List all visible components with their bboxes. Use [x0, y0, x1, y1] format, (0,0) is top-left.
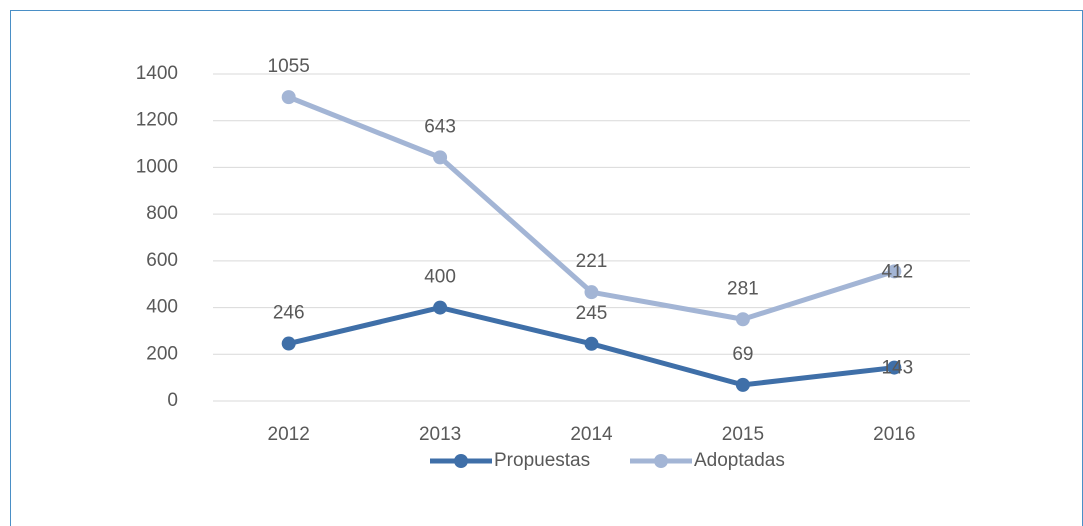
point: [887, 264, 902, 279]
data-label: 245: [576, 303, 608, 324]
y-tick-label: 1200: [136, 110, 178, 131]
legend-marker: [654, 454, 668, 468]
x-tick-label: 2012: [268, 424, 310, 445]
point: [433, 300, 448, 315]
data-label: 400: [424, 267, 456, 288]
y-tick-label: 400: [146, 297, 178, 318]
point: [887, 360, 902, 375]
data-label: 281: [727, 278, 759, 299]
x-tick-label: 2016: [873, 424, 915, 445]
data-label: 143: [881, 358, 913, 379]
y-tick-label: 0: [167, 390, 178, 411]
data-label: 412: [881, 261, 913, 282]
legend-label: Adoptadas: [694, 450, 785, 471]
point: [433, 150, 448, 165]
legend-marker: [454, 454, 468, 468]
x-tick-label: 2013: [419, 424, 461, 445]
x-tick-label: 2015: [722, 424, 764, 445]
point: [735, 377, 750, 392]
point: [735, 312, 750, 327]
y-tick-label: 200: [146, 343, 178, 364]
point: [584, 285, 599, 300]
data-label: 246: [273, 303, 305, 324]
data-label: 643: [424, 116, 456, 137]
y-tick-label: 800: [146, 203, 178, 224]
data-label: 1055: [268, 56, 310, 77]
y-tick-label: 1000: [136, 156, 178, 177]
y-tick-label: 1400: [136, 63, 178, 84]
frame: [10, 10, 1083, 526]
y-tick-label: 600: [146, 250, 178, 271]
data-label: 221: [576, 251, 608, 272]
point: [584, 336, 599, 351]
data-label: 69: [732, 344, 753, 365]
point: [281, 90, 296, 105]
legend-label: Propuestas: [494, 450, 590, 471]
x-tick-label: 2014: [570, 424, 613, 445]
point: [281, 336, 296, 351]
